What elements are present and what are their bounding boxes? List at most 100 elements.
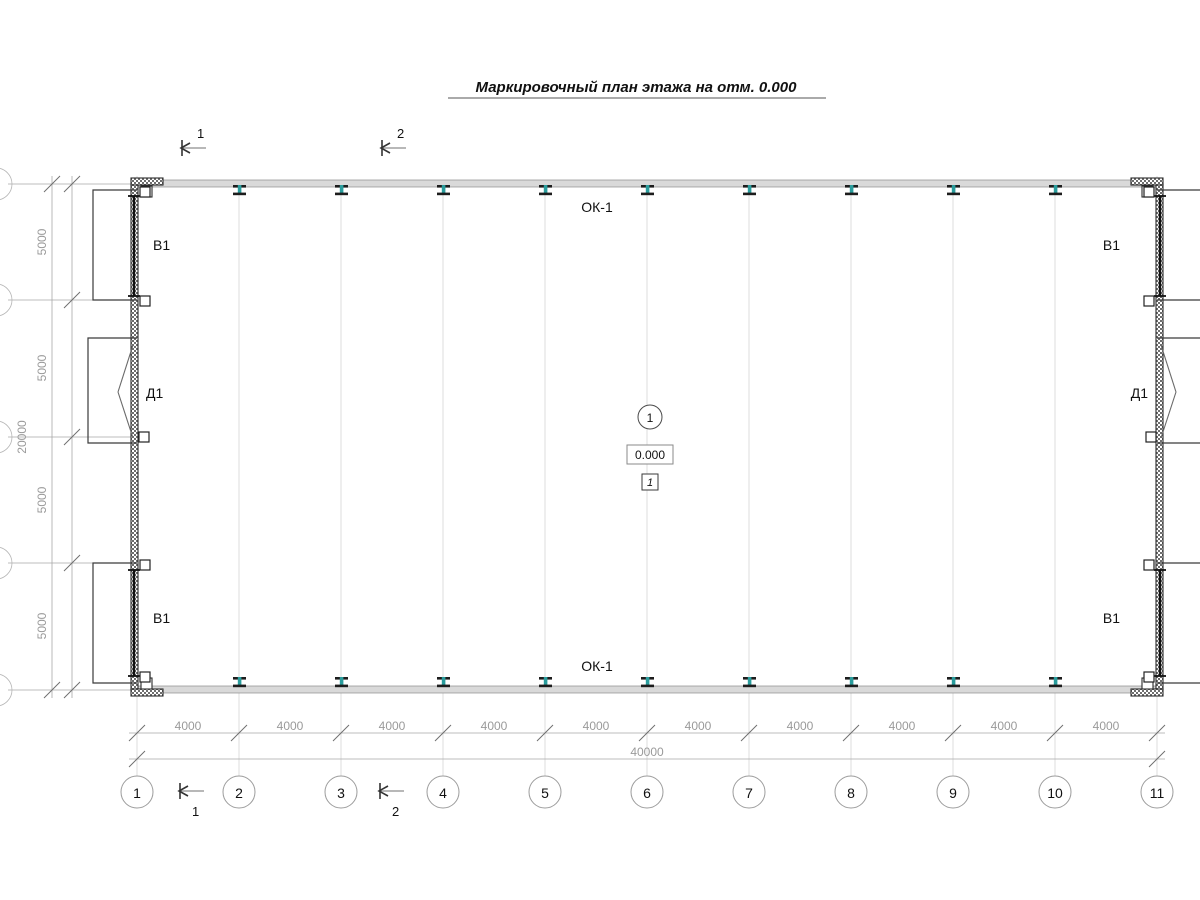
vdim-label-total: 20000 <box>15 420 29 454</box>
axis-bubble-left-b[interactable] <box>0 284 13 316</box>
door-label-right: Д1 <box>1131 385 1148 401</box>
grid-bubble-label: 7 <box>745 785 753 801</box>
hdim-label-6: 4000 <box>685 719 712 733</box>
htick-6 <box>638 724 656 742</box>
axis-bubble-left-e[interactable] <box>0 674 13 706</box>
column-i-beam <box>641 185 654 196</box>
gate-opening-bottom-left[interactable]: В1 <box>92 559 170 684</box>
grid-bubble[interactable]: 8 <box>834 775 868 809</box>
htick-10 <box>1046 724 1064 742</box>
drawing-title-group: Маркировочный план этажа на отм. 0.000 <box>448 79 826 99</box>
column-i-beam <box>233 677 246 688</box>
tick-seg-2 <box>63 291 81 309</box>
grid-bubble[interactable]: 9 <box>936 775 970 809</box>
grid-bubble[interactable]: 3 <box>324 775 358 809</box>
window-label-bottom: ОК-1 <box>581 658 613 674</box>
axis-bubble-left-d[interactable] <box>0 547 13 579</box>
corner-tr-h <box>1130 177 1164 186</box>
gate-post-top <box>139 186 151 198</box>
grid-bubble[interactable]: 1 <box>120 775 154 809</box>
section-label: 1 <box>192 804 199 819</box>
wall-column-mid-right <box>1145 431 1157 443</box>
corner-bl-h <box>130 688 164 697</box>
htick-2 <box>230 724 248 742</box>
grid-bubble-label: 9 <box>949 785 957 801</box>
grid-bubble-label: 10 <box>1047 785 1063 801</box>
elevation-value: 0.000 <box>635 448 665 462</box>
grid-bubble-label: 1 <box>133 785 141 801</box>
column-i-beam <box>1049 677 1062 688</box>
section-marker-2-bottom[interactable]: 2 <box>377 783 404 819</box>
grid-bubble[interactable]: 5 <box>528 775 562 809</box>
gate-post-bottom <box>1143 671 1155 683</box>
section-arrow <box>179 142 191 154</box>
node-tag-circle[interactable] <box>637 404 663 430</box>
axis-bubble-left-a[interactable] <box>0 168 13 200</box>
door-leaf-upper <box>1160 344 1177 393</box>
gate-leaf-outline <box>92 562 137 684</box>
grid-bubble-label: 11 <box>1150 785 1165 801</box>
door-opening-left[interactable]: Д1 <box>87 337 163 444</box>
grid-bubble[interactable]: 6 <box>630 775 664 809</box>
gate-opening-top-right[interactable]: В1 <box>1103 186 1200 307</box>
tick-total-bottom <box>43 681 61 699</box>
htick-11 <box>1148 724 1166 742</box>
corner-tl-h <box>130 177 164 186</box>
left-wall-column-ticks <box>138 431 150 443</box>
htick-3 <box>332 724 350 742</box>
grid-bubble-label: 3 <box>337 785 345 801</box>
wall-column-mid-left <box>138 431 150 443</box>
left-dim-ticks <box>43 175 81 699</box>
grid-bubble[interactable]: 7 <box>732 775 766 809</box>
grid-bubble[interactable]: 11 <box>1140 775 1174 809</box>
grid-bubble-label: 8 <box>847 785 855 801</box>
column-i-beam <box>539 677 552 688</box>
column-i-beam <box>641 677 654 688</box>
gate-leaf-outline <box>1157 562 1200 684</box>
column-i-beam <box>947 185 960 196</box>
center-symbol-group: 1 0.000 1 <box>626 404 674 491</box>
door-leaf-lower <box>1160 391 1177 439</box>
left-dim-labels: 5000 5000 5000 5000 20000 <box>15 228 49 639</box>
column-i-beam <box>437 185 450 196</box>
column-i-beam <box>845 185 858 196</box>
door-frame-outline <box>87 337 137 444</box>
grid-bubble-label: 5 <box>541 785 549 801</box>
gate-opening-bottom-right[interactable]: В1 <box>1103 559 1200 684</box>
section-marker-1-bottom[interactable]: 1 <box>177 783 204 819</box>
section-marker-2-top[interactable]: 2 <box>379 126 406 156</box>
door-frame-outline <box>1157 337 1200 444</box>
grid-bubble[interactable]: 10 <box>1038 775 1072 809</box>
window-label-top: ОК-1 <box>581 199 613 215</box>
hdim-label-5: 4000 <box>583 719 610 733</box>
gate-post-top <box>1143 559 1155 571</box>
vdim-label-1: 5000 <box>35 228 49 255</box>
detail-tag-box[interactable] <box>641 473 659 491</box>
door-opening-right[interactable]: Д1 <box>1131 337 1200 444</box>
gate-label-top-right: В1 <box>1103 237 1120 253</box>
tick-total-top <box>43 175 61 193</box>
gate-post-bottom <box>139 671 151 683</box>
hdim-label-10: 4000 <box>1093 719 1120 733</box>
section-marker-1-top[interactable]: 1 <box>179 126 206 156</box>
gate-post-top <box>139 559 151 571</box>
grid-bubbles-bottom: 1 2 3 4 5 6 7 8 <box>120 775 1174 809</box>
column-i-beam <box>437 677 450 688</box>
gate-label-top-left: В1 <box>153 237 170 253</box>
column-i-beam <box>947 677 960 688</box>
bottom-dim-ticks <box>128 724 1166 768</box>
grid-bubble[interactable]: 4 <box>426 775 460 809</box>
gate-post-bottom <box>139 295 151 307</box>
elevation-box[interactable] <box>626 444 674 465</box>
axis-bubble-left-c[interactable] <box>0 421 13 453</box>
htick-5 <box>536 724 554 742</box>
right-wall-column-ticks <box>1145 431 1157 443</box>
gate-opening-top-left[interactable]: В1 <box>92 186 170 307</box>
hdim-label-4: 4000 <box>481 719 508 733</box>
gate-post-top <box>1143 186 1155 198</box>
grid-bubble[interactable]: 2 <box>222 775 256 809</box>
htick-8 <box>842 724 860 742</box>
column-i-beam <box>539 185 552 196</box>
vdim-label-4: 5000 <box>35 612 49 639</box>
detail-tag-label: 1 <box>647 477 653 489</box>
